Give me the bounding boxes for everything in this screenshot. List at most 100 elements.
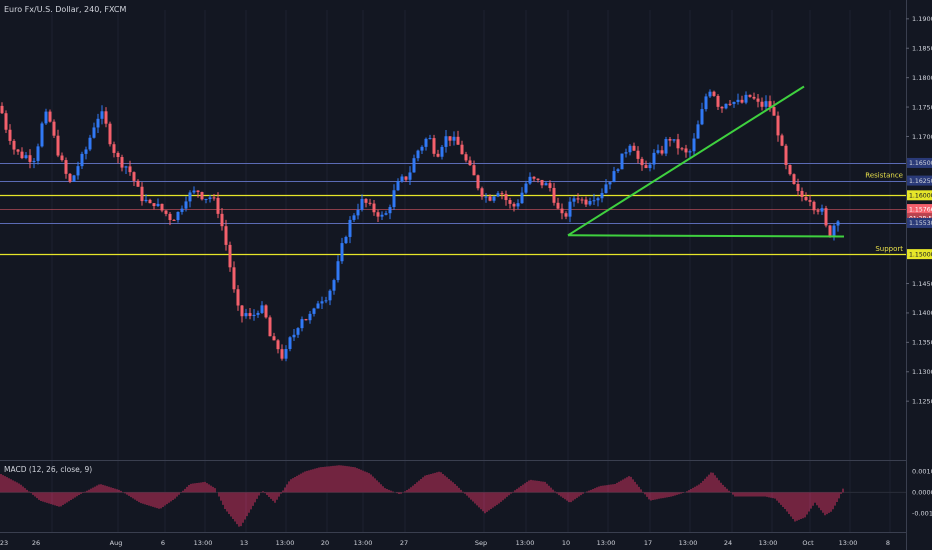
- candle-body: [40, 123, 44, 147]
- time-tick-label: 17: [644, 539, 652, 547]
- horizontal-support-trend-line: [567, 234, 845, 238]
- candle-body: [124, 166, 128, 168]
- candle-body: [460, 144, 464, 155]
- candle-body: [340, 243, 344, 262]
- candle-body: [128, 166, 132, 173]
- candle-body: [140, 186, 144, 202]
- price-tick-label: 1.17000: [912, 133, 932, 141]
- candle-body: [72, 175, 76, 182]
- time-tick-label: Aug: [110, 539, 123, 547]
- candle-body: [240, 305, 244, 317]
- candle-body: [304, 319, 308, 321]
- candle-body: [228, 244, 232, 268]
- time-tick-label: 13: [240, 539, 248, 547]
- badge-1-16000-bg: [907, 190, 932, 201]
- badge-1-16000: 1.16000: [909, 193, 932, 200]
- candle-body: [172, 220, 176, 222]
- candle-body: [724, 103, 728, 109]
- candle-body: [832, 225, 836, 237]
- candle-body: [588, 201, 592, 205]
- candle-body: [192, 190, 196, 193]
- candle-body: [364, 198, 368, 203]
- candle-body: [836, 221, 840, 226]
- candle-body: [164, 210, 168, 214]
- candle-body: [692, 138, 696, 152]
- candle-body: [480, 188, 484, 197]
- time-tick-label: 13:00: [759, 539, 778, 547]
- candle-body: [436, 153, 440, 157]
- candle-body: [572, 198, 576, 202]
- candle-body: [388, 207, 392, 214]
- candle-body: [456, 136, 460, 145]
- candle-body: [60, 155, 64, 161]
- candle-body: [632, 145, 636, 151]
- trend-lines: [567, 85, 845, 238]
- candle-body: [180, 208, 184, 212]
- grid-lines: [51, 10, 891, 532]
- macd-tick-label: 0.0000: [912, 489, 932, 497]
- candle-body: [76, 166, 80, 176]
- candle-body: [8, 129, 12, 141]
- candle-body: [396, 181, 400, 191]
- candle-body: [728, 103, 732, 105]
- time-tick-label: 26: [32, 539, 40, 547]
- candle-body: [268, 317, 272, 337]
- candle-body: [444, 136, 448, 147]
- candle-body: [412, 158, 416, 173]
- horizontal-levels: [0, 163, 906, 256]
- candle-body: [384, 213, 388, 215]
- candle-body: [348, 219, 352, 237]
- candle-body: [424, 138, 428, 147]
- candle-body: [188, 192, 192, 202]
- candle-body: [184, 201, 188, 209]
- candle-body: [616, 169, 620, 172]
- candle-body: [652, 152, 656, 165]
- candle-body: [600, 193, 604, 199]
- candle-body: [420, 146, 424, 151]
- candle-body: [144, 199, 148, 202]
- candle-body: [716, 95, 720, 107]
- candle-body: [476, 175, 480, 189]
- candle-body: [524, 183, 528, 193]
- candle-body: [584, 199, 588, 205]
- candle-body: [828, 225, 832, 237]
- candle-body: [592, 200, 596, 202]
- candle-body: [56, 135, 60, 156]
- candle-body: [96, 118, 100, 128]
- candle-body: [24, 155, 28, 159]
- candle-body: [824, 208, 828, 226]
- candle-body: [84, 149, 88, 154]
- candle-body: [736, 99, 740, 102]
- candle-body: [432, 138, 436, 154]
- candle-body: [152, 203, 156, 207]
- candle-body: [168, 213, 172, 221]
- candle-body: [596, 198, 600, 201]
- candle-body: [668, 139, 672, 141]
- candle-body: [356, 209, 360, 216]
- candle-body: [232, 267, 236, 290]
- candle-body: [788, 164, 792, 175]
- candle-body: [564, 213, 568, 217]
- candle-body: [204, 198, 208, 200]
- candle-body: [484, 196, 488, 198]
- candle-body: [368, 202, 372, 204]
- candle-body: [816, 210, 820, 212]
- time-tick-label: 13:00: [679, 539, 698, 547]
- price-tick-label: 1.13000: [912, 368, 932, 376]
- badge-1-16500-bg: [907, 157, 932, 168]
- candle-body: [212, 197, 216, 199]
- candle-body: [392, 190, 396, 208]
- candle-body: [544, 183, 548, 186]
- candle-body: [792, 174, 796, 185]
- candle-body: [680, 148, 684, 150]
- level-annotation: Resistance: [865, 172, 903, 180]
- candle-body: [496, 193, 500, 197]
- candle-body: [756, 98, 760, 102]
- candle-body: [532, 176, 536, 179]
- candle-body: [32, 160, 36, 162]
- candle-body: [664, 139, 668, 154]
- candle-body: [528, 176, 532, 184]
